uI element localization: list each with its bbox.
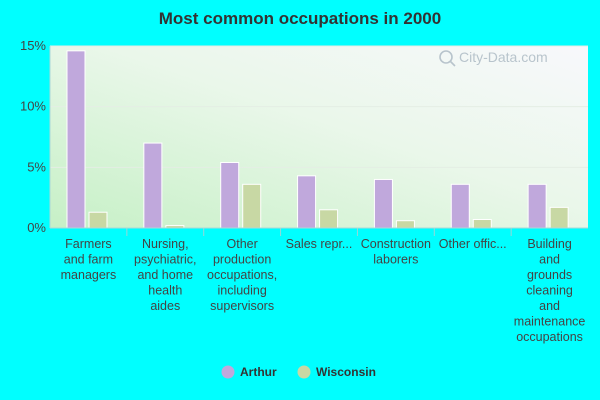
bar-wisconsin	[242, 183, 262, 229]
legend-label-arthur: Arthur	[240, 365, 277, 379]
bar-arthur	[220, 161, 240, 229]
y-tick-label: 10%	[20, 99, 46, 114]
x-tick-label: Construction laborers	[361, 237, 431, 267]
bars	[66, 50, 569, 229]
y-tick-label: 0%	[27, 220, 46, 235]
bar-wisconsin	[472, 219, 492, 229]
grid	[50, 45, 588, 168]
x-tick-label: Sales repr...	[286, 237, 353, 251]
legend-swatch-wisconsin	[297, 365, 311, 379]
x-axis-labels: Farmers and farm managers Nursing, psychiatr…	[61, 237, 586, 344]
bar-wisconsin	[395, 220, 415, 229]
y-tick-label: 15%	[20, 38, 46, 53]
x-tick-label: Building and grounds cleaning and maintenance…	[514, 237, 586, 344]
magnifier-icon	[439, 50, 453, 64]
bar-arthur	[373, 178, 393, 229]
bar-wisconsin	[88, 211, 108, 229]
legend-label-wisconsin: Wisconsin	[316, 365, 376, 379]
x-tick-label: Other production occupations, including supe…	[207, 237, 277, 313]
bar-arthur	[527, 183, 547, 229]
x-tick-label: Farmers and farm managers	[61, 237, 117, 282]
bar-wisconsin	[319, 209, 339, 229]
y-tick-label: 5%	[27, 159, 46, 174]
magnifier-handle	[449, 60, 456, 67]
bar-arthur	[143, 142, 163, 229]
bar-wisconsin	[549, 206, 569, 229]
x-tick-label: Nursing, psychiatric, and home health aides	[134, 237, 197, 313]
axes: 0% 5% 10% 15%	[20, 38, 588, 236]
legend-swatch-arthur	[221, 365, 235, 379]
watermark-text: City-Data.com	[459, 49, 548, 65]
bar-arthur	[66, 50, 86, 229]
x-tick-label: Other offic...	[439, 237, 507, 251]
watermark: City-Data.com	[439, 49, 548, 67]
legend: Arthur Wisconsin	[221, 365, 376, 379]
bar-arthur	[450, 183, 470, 229]
bar-arthur	[297, 175, 317, 229]
plot-area	[50, 46, 588, 228]
chart-title: Most common occupations in 2000	[159, 9, 441, 28]
